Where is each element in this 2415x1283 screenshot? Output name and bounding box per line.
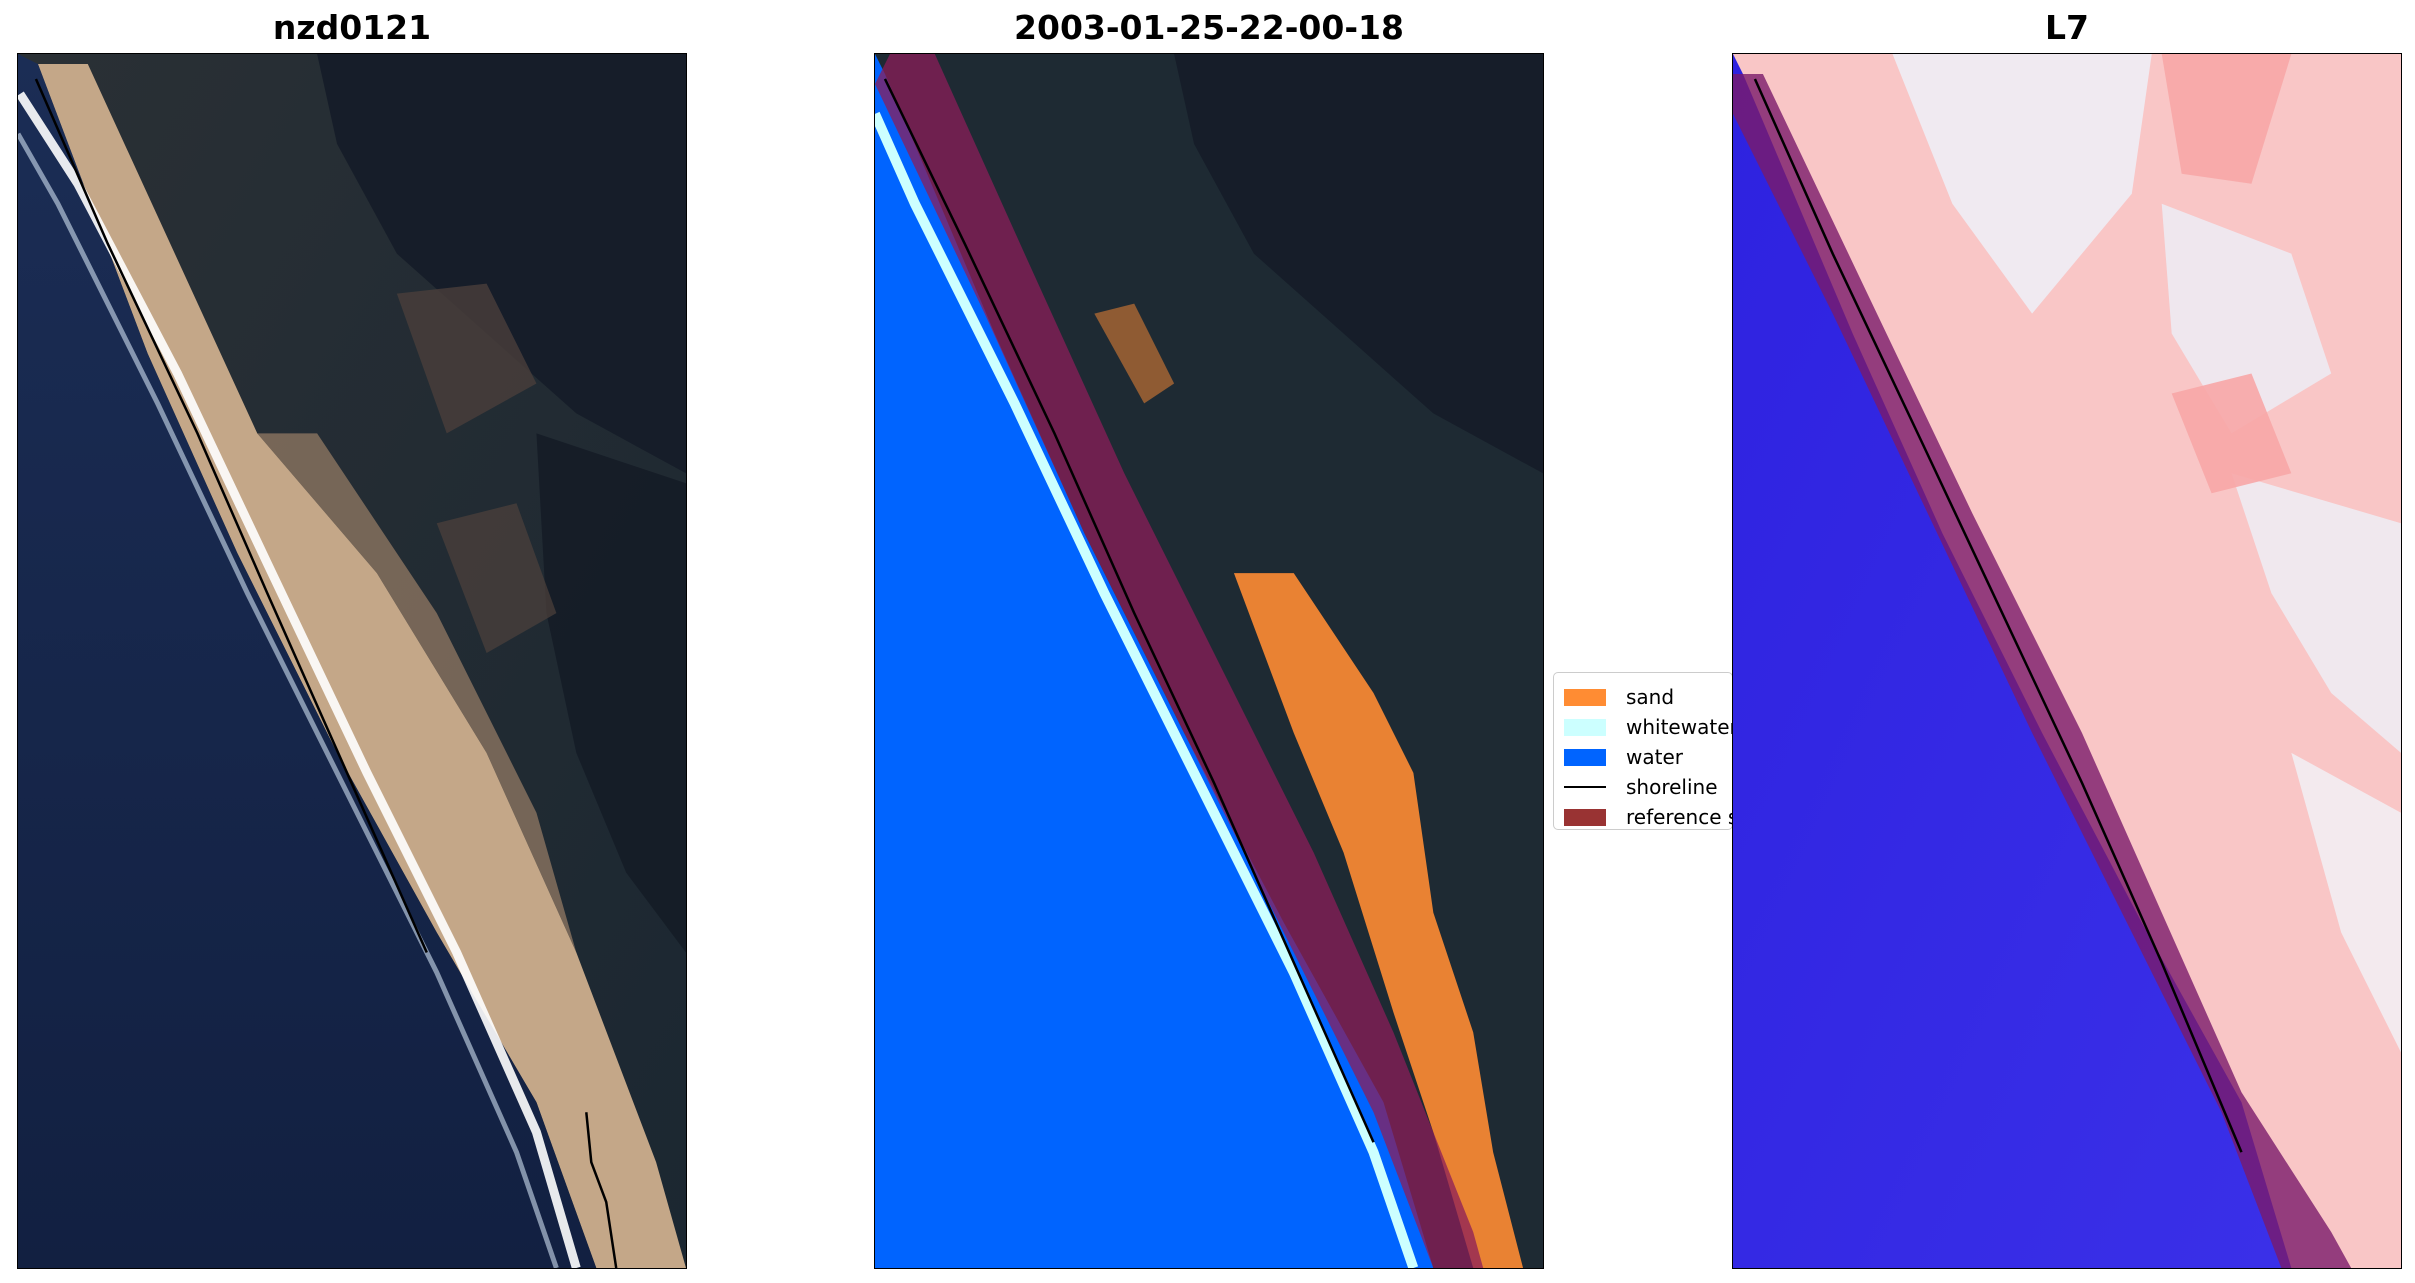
dark-forest-block (317, 54, 686, 474)
whitewater-swatch (1564, 718, 1606, 736)
panel-title-rgb: nzd0121 (272, 8, 432, 47)
pink-index-patch (2171, 373, 2292, 494)
surf-line (18, 132, 559, 1268)
legend-label: shoreline (1626, 775, 1718, 799)
legend-label: water (1626, 745, 1683, 769)
legend-item-reference: reference s (1554, 802, 1733, 829)
pale-index-patch (2291, 752, 2401, 1053)
index-image-panel (1732, 53, 2402, 1269)
classification-image (875, 54, 1543, 1268)
sand-class-region (1094, 303, 1175, 404)
legend-label: sand (1626, 685, 1675, 709)
panel-title-index: L7 (2045, 8, 2089, 47)
shoreline-line-sample (1564, 786, 1606, 788)
ocean (18, 54, 597, 1268)
pale-index-patch (2161, 203, 2332, 434)
brown-field (396, 283, 537, 434)
shoreline-curve (1753, 78, 2243, 1153)
legend: sand whitewater water shoreline referenc… (1553, 672, 1733, 830)
dark-forest-block (536, 433, 686, 953)
legend-item-shoreline: shoreline (1554, 772, 1732, 802)
panel-title-classification: 2003-01-25-22-00-18 (1014, 8, 1404, 47)
rgb-satellite-image (18, 54, 686, 1268)
index-image (1733, 54, 2401, 1268)
legend-label: reference s (1626, 805, 1733, 829)
reference-swatch (1564, 808, 1606, 826)
legend-item-whitewater: whitewater (1554, 712, 1732, 742)
shoreline-curve (34, 78, 428, 954)
legend-item-water: water (1554, 742, 1732, 772)
classification-panel (874, 53, 1544, 1269)
pink-index-patch (2161, 54, 2292, 184)
legend-label: whitewater (1626, 715, 1733, 739)
sand-class-region (1233, 573, 1524, 1268)
water-swatch (1564, 748, 1606, 766)
legend-item-sand: sand (1554, 682, 1732, 712)
pale-index-patch (1892, 54, 2152, 314)
rgb-image-panel (17, 53, 687, 1269)
shoreline-curve (585, 1112, 618, 1268)
shoreline-curve (883, 78, 1375, 1143)
whitewater-class-band (875, 111, 1419, 1268)
beach-strip (37, 63, 686, 1268)
dark-forest-block (1174, 54, 1543, 474)
sand-swatch (1564, 688, 1606, 706)
reference-shoreline-zone (875, 54, 1484, 1268)
brown-field (436, 503, 557, 654)
pale-index-patch (2231, 473, 2401, 753)
